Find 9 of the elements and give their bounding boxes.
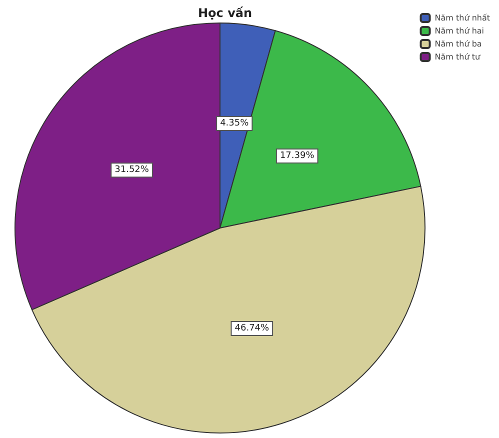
legend-label: Năm thứ nhất (434, 14, 490, 22)
data-label: 31.52% (114, 165, 150, 176)
data-label: 46.74% (234, 324, 270, 334)
data-label: 4.35% (220, 118, 250, 128)
legend-label: Năm thứ hai (434, 26, 484, 36)
legend-label: Năm thứ ba (434, 40, 482, 48)
chart-title: Học vấn (198, 6, 252, 20)
legend-label: Năm thứ tư (434, 52, 481, 62)
data-label: 17.39% (280, 151, 315, 161)
